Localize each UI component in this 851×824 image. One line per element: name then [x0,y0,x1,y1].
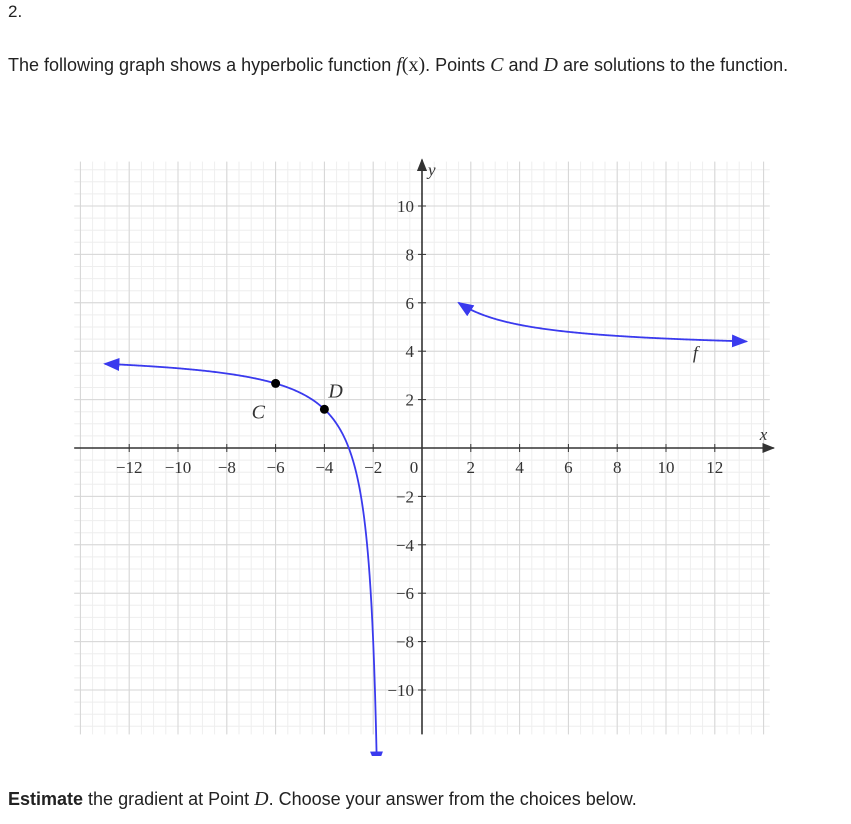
x-tick-label: −12 [116,458,143,477]
curve: f [103,301,749,756]
intro-text-1: The following graph shows a hyperbolic f… [8,55,397,75]
y-tick-label: −8 [396,633,414,652]
x-tick-label: 8 [613,458,622,477]
x-tick-label: −2 [364,458,382,477]
point-d [319,404,329,414]
x-tick-label: −10 [165,458,192,477]
x-tick-label: 12 [706,458,723,477]
curve-label: f [693,342,701,362]
question-prompt: Estimate the gradient at Point D. Choose… [8,788,637,811]
x-tick-label: −4 [315,458,334,477]
point-d-label: D [327,380,343,402]
y-tick-label: −10 [387,681,414,700]
x-tick-label: −6 [267,458,285,477]
intro-text-3: and [503,55,544,75]
intro-text-2: . Points [425,55,491,75]
x-tick-label: 10 [658,458,675,477]
point-c-label-text: C [490,54,504,76]
y-tick-label: −2 [396,487,414,506]
y-tick-label: 2 [406,391,415,410]
y-axis-label: y [426,161,436,180]
y-tick-label: 4 [406,342,415,361]
solution-points: CD [252,378,343,423]
x-tick-label: 4 [515,458,524,477]
curve-right-branch [457,301,749,348]
x-axis-label: x [759,425,768,444]
x-tick-label: 6 [564,458,573,477]
y-tick-label: −4 [396,536,415,555]
y-tick-label: 10 [397,197,414,216]
prompt-end: . Choose your answer from the choices be… [268,789,637,809]
hyperbola-graph: xy −12 −10 −8 −6 −4 −2 0 2 4 6 8 10 12108642−2−4−6−8… [74,158,776,756]
function-argument: (x) [401,54,426,76]
x-tick-label: −8 [218,458,236,477]
x-tick-label: 2 [467,458,476,477]
x-tick-label: 0 [410,458,419,477]
y-tick-label: 6 [406,294,415,313]
y-tick-label: 8 [406,245,415,264]
question-intro: The following graph shows a hyperbolic f… [8,50,838,80]
prompt-point: D [254,788,269,810]
point-d-label-text: D [543,54,558,76]
point-c-label: C [252,401,266,423]
y-tick-label: −6 [396,584,414,603]
function-name: f [396,54,402,76]
prompt-bold: Estimate [8,789,84,809]
question-number: 2. [8,2,23,21]
intro-text-4: are solutions to the function. [558,55,789,75]
prompt-text: the gradient at Point [83,789,255,809]
curve-left-branch [103,357,384,756]
axes: xy [74,158,776,735]
point-c [271,378,281,388]
